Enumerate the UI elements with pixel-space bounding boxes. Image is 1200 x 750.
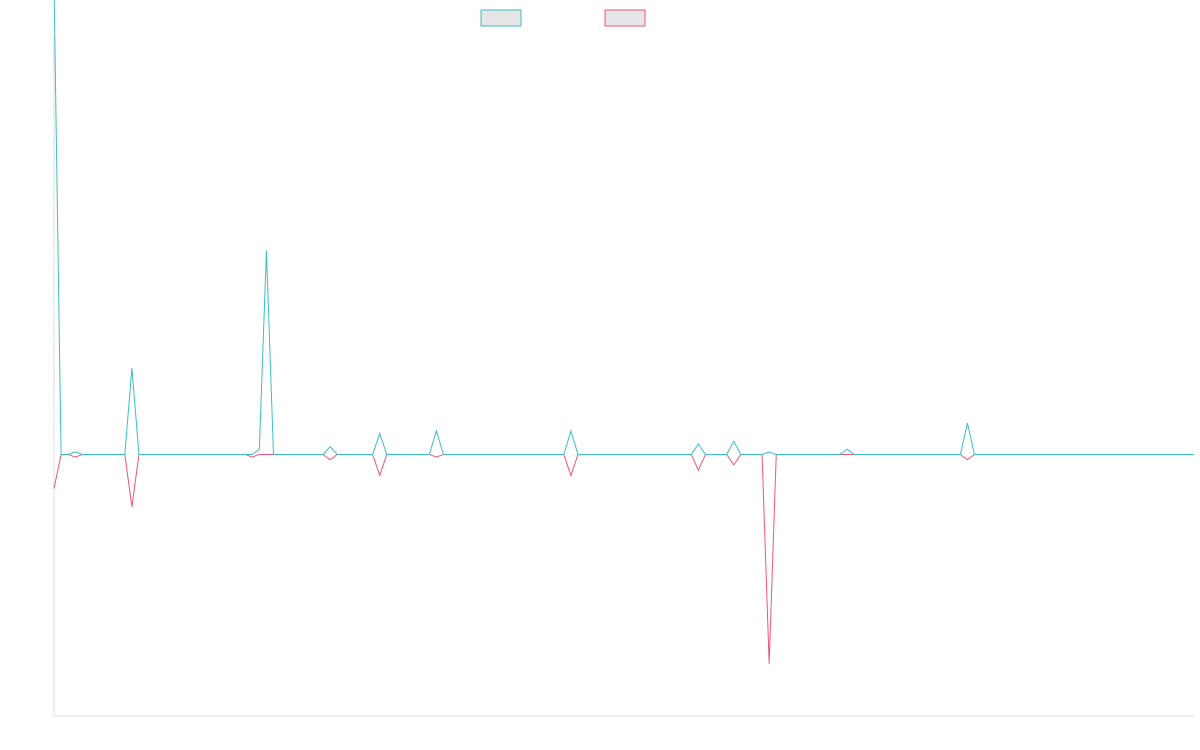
chart-axes [53,36,1194,717]
legend-swatch-series-2[interactable] [604,9,646,27]
legend-swatch-series-1[interactable] [480,9,522,27]
series-line-2[interactable] [53,453,1194,664]
chart-legend [480,9,646,27]
plot-area [53,0,1194,664]
series-line-1[interactable] [53,0,1194,455]
